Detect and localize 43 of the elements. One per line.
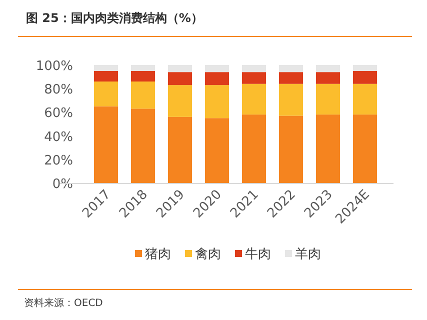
y-tick-label: 40% — [44, 130, 73, 145]
bar — [242, 84, 266, 115]
legend-label: 牛肉 — [245, 247, 271, 262]
bar — [131, 65, 155, 71]
y-tick-label: 100% — [36, 59, 73, 74]
bar — [279, 65, 303, 72]
legend-label: 羊肉 — [295, 247, 321, 262]
bar — [316, 84, 340, 115]
bar — [316, 114, 340, 183]
bar — [242, 65, 266, 72]
bar — [279, 116, 303, 183]
bar — [131, 82, 155, 109]
bar — [205, 65, 229, 72]
bar — [353, 114, 377, 183]
bar — [316, 65, 340, 72]
bar — [131, 70, 155, 82]
legend-label: 猪肉 — [145, 247, 171, 262]
chart-title: 图 25：国内肉类消费结构（%） — [26, 11, 203, 25]
bar — [242, 114, 266, 183]
bar — [279, 72, 303, 84]
bar — [353, 84, 377, 115]
bar — [168, 65, 192, 72]
bar — [353, 70, 377, 84]
bar — [94, 70, 118, 82]
bar — [242, 72, 266, 84]
bar — [94, 65, 118, 71]
bar — [168, 72, 192, 86]
bar — [94, 106, 118, 183]
y-tick-label: 20% — [44, 153, 73, 168]
bar — [279, 84, 303, 116]
bar — [94, 82, 118, 106]
bar — [168, 116, 192, 183]
legend-label: 禽肉 — [195, 247, 221, 262]
bar — [205, 72, 229, 86]
y-tick-label: 80% — [44, 82, 73, 98]
y-tick-label: 60% — [44, 106, 73, 122]
bar — [131, 108, 155, 183]
bar — [316, 72, 340, 84]
text: 资料来源：OECD — [24, 297, 104, 309]
bar — [353, 65, 377, 71]
bar — [205, 85, 229, 118]
bar — [168, 85, 192, 117]
bar — [205, 118, 229, 183]
